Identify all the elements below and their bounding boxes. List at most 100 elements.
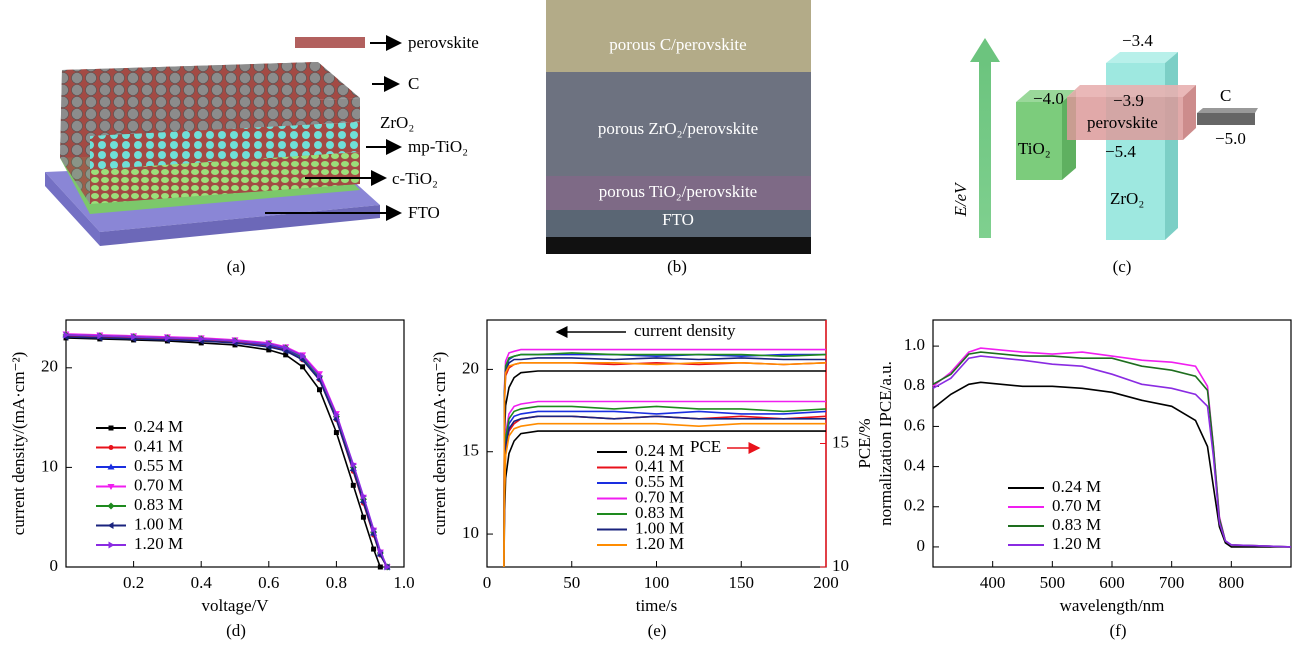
legend-label: 0.41 M (635, 456, 684, 475)
tio2-box (1016, 102, 1062, 180)
sem-label: porous ZrO₂/perovskite (598, 119, 758, 138)
zro2-side (1165, 52, 1178, 240)
y-tick-label: 0.8 (904, 375, 925, 394)
legend-marker (108, 541, 115, 549)
caption: (d) (226, 621, 246, 640)
data-point (198, 335, 205, 343)
data-point (300, 352, 307, 360)
legend-label: 1.20 M (1052, 534, 1101, 553)
caption: (b) (667, 257, 687, 276)
series-line (932, 347, 1292, 548)
legend-label: 0.55 M (635, 472, 684, 491)
data-point (317, 387, 322, 393)
x-tick-label: 0.6 (258, 573, 279, 592)
legend-label: 1.00 M (134, 514, 183, 533)
x-tick-label: 150 (729, 573, 755, 592)
legend-label: 0.70 M (134, 475, 183, 494)
caption: (c) (1113, 257, 1132, 276)
x-tick-label: 1.0 (393, 573, 414, 592)
x-tick-label: 700 (1159, 573, 1185, 592)
perovskite-swatch (295, 37, 365, 48)
energy-label: TiO₂ (1018, 139, 1051, 158)
legend-label: 0.24 M (134, 417, 183, 436)
energy-label: −3.9 (1113, 91, 1144, 110)
zro2-top (1106, 52, 1178, 63)
y-tick-label: 0.2 (904, 496, 925, 515)
legend-label: 0.41 M (134, 436, 183, 455)
x-axis-label: voltage/V (201, 596, 269, 615)
data-point (131, 333, 138, 341)
energy-arrowhead (970, 38, 1000, 62)
legend-marker (108, 425, 114, 431)
pce-line (503, 400, 826, 568)
annotation: current density (634, 321, 736, 340)
x-tick-label: 0 (483, 573, 492, 592)
y-tick-label: 20 (462, 358, 479, 377)
fto-side-left (45, 172, 100, 246)
x-tick-label: 0.4 (191, 573, 213, 592)
legend-marker (107, 522, 114, 529)
block-left (60, 70, 90, 204)
data-point (164, 334, 171, 342)
sem-layer (546, 176, 811, 210)
legend-label: 0.70 M (1052, 496, 1101, 515)
data-point (360, 514, 366, 520)
caption: (f) (1110, 621, 1127, 640)
legend-label: 0.70 M (635, 487, 684, 506)
series-line (932, 381, 1291, 548)
series-line (503, 370, 826, 568)
x-tick-label: 0.8 (326, 573, 347, 592)
data-point (371, 546, 377, 552)
panel-b: porous C/perovskite porous ZrO₂/perovski… (546, 0, 811, 276)
energy-label: −5.0 (1215, 129, 1246, 148)
data-point (266, 340, 273, 348)
series-line (65, 333, 388, 568)
sem-layer (546, 210, 811, 237)
series-line (65, 334, 388, 568)
x-tick-label: 200 (813, 573, 839, 592)
legend-label: 0.24 M (635, 441, 684, 460)
carbon-front (90, 98, 360, 136)
perovskite-side (1183, 85, 1196, 140)
panel-a: perovskite C ZrO₂ mp-TiO₂ c-TiO₂ FTO (a) (45, 33, 479, 276)
x-tick-label: 0.2 (123, 573, 144, 592)
x-tick-label: 50 (563, 573, 580, 592)
pce-line (503, 430, 826, 568)
pce-line (503, 422, 826, 568)
perovskite-top (1067, 85, 1196, 97)
x-tick-label: 100 (644, 573, 670, 592)
sem-label: porous TiO₂/perovskite (599, 182, 757, 201)
legend-label: 0.55 M (134, 456, 183, 475)
layer-label: FTO (408, 203, 440, 222)
legend-marker (107, 502, 115, 510)
energy-label: −5.4 (1105, 142, 1136, 161)
c-top (1197, 108, 1258, 113)
layer-label: ZrO₂ (380, 113, 414, 132)
legend-marker (108, 445, 114, 450)
x-axis-label: wavelength/nm (1060, 596, 1165, 615)
series-line (503, 352, 827, 568)
legend-label: 0.83 M (635, 503, 684, 522)
layer-label: c-TiO₂ (392, 169, 438, 188)
data-point (350, 482, 356, 488)
data-point (317, 372, 323, 380)
y-tick-label: 15 (462, 441, 479, 460)
y-tick-label: 20 (41, 357, 58, 376)
fto-side (100, 205, 380, 246)
data-point (377, 564, 383, 570)
y-axis-label: current density/(mA·cm⁻²) (430, 352, 449, 536)
y-tick-label: 0.4 (904, 455, 926, 474)
panel-c: E/eV −4.0 TiO₂ −3.4 −3.9 perovskite −5.4… (951, 31, 1258, 276)
legend-label: 0.83 M (134, 495, 183, 514)
series-line (65, 334, 388, 568)
y-tick-label: 10 (462, 523, 479, 542)
x-tick-label: 600 (1099, 573, 1125, 592)
energy-label: C (1220, 86, 1231, 105)
energy-arrow (979, 60, 991, 238)
layer-label: mp-TiO₂ (408, 137, 468, 156)
y-tick-label: 0 (50, 556, 59, 575)
legend-label: 0.24 M (1052, 477, 1101, 496)
y-tick-label: 0.6 (904, 415, 925, 434)
